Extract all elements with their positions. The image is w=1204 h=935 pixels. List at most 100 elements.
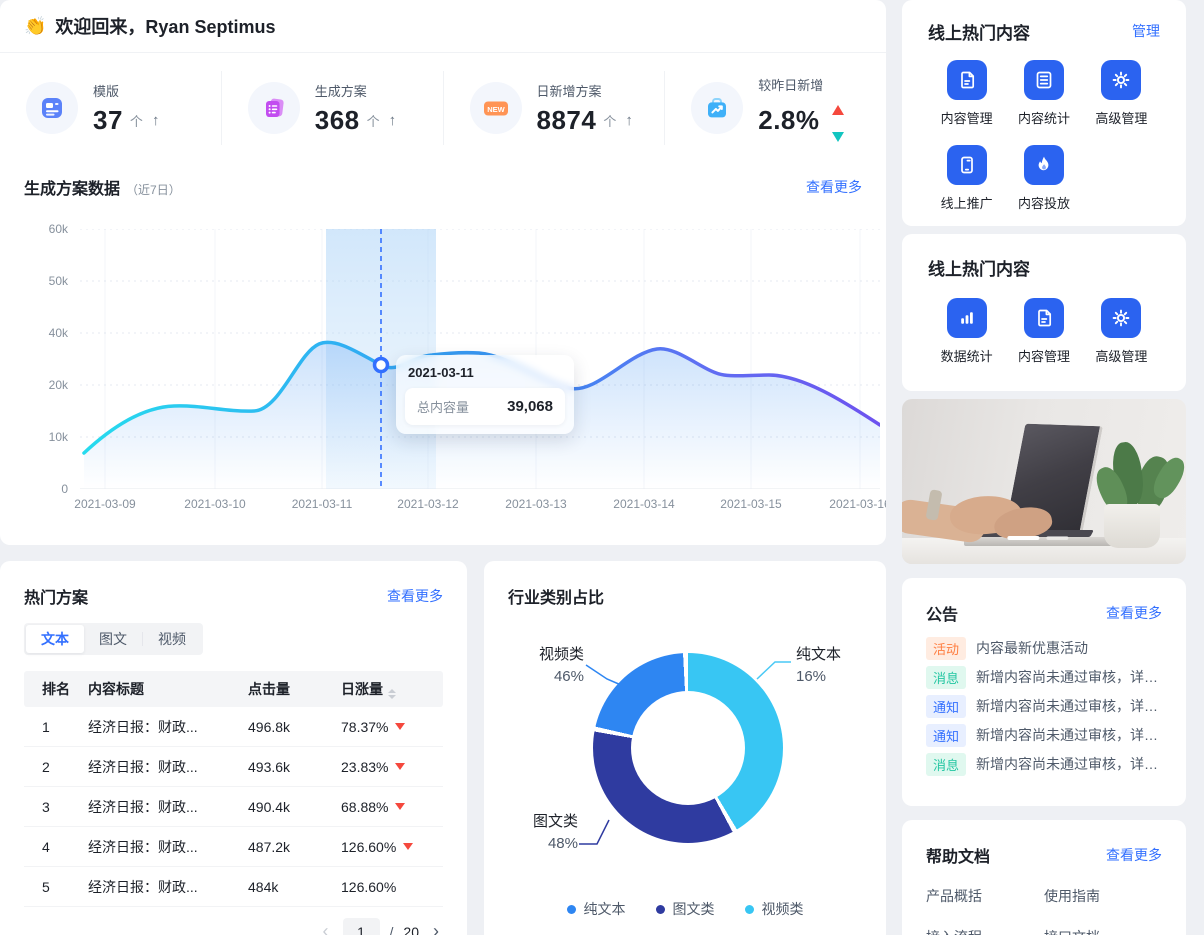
- file-text-icon: [1023, 298, 1064, 338]
- table-row[interactable]: 5 经济日报：财政... 484k 126.60%: [24, 867, 443, 907]
- hot-plans-see-more-link[interactable]: 查看更多: [387, 588, 443, 604]
- carousel-dot-active[interactable]: [1007, 536, 1040, 540]
- table-row[interactable]: 1 经济日报：财政... 496.8k 78.37%: [24, 707, 443, 747]
- x-tick: 2021-03-12: [397, 497, 459, 511]
- quicklink-online-promo[interactable]: 线上推广: [941, 145, 993, 212]
- quicklink-data-stats[interactable]: 数据统计: [941, 298, 993, 365]
- hot-plans-card: 热门方案 查看更多 文本 图文 视频 排名 内容标题 点击量 日涨量: [0, 561, 467, 935]
- col-title: 内容标题: [88, 681, 144, 697]
- stat-value: 2.8%: [758, 104, 820, 135]
- line-chart[interactable]: 60k 50k 40k 20k 10k 0: [24, 222, 886, 529]
- welcome-header: 👏 欢迎回来，Ryan Septimus: [0, 0, 886, 53]
- stat-label: 生成方案: [314, 83, 367, 99]
- gear-icon: [1101, 298, 1142, 338]
- gear-icon: [1101, 60, 1142, 100]
- table-row[interactable]: 4 经济日报：财政... 487.2k 126.60%: [24, 827, 443, 867]
- x-tick: 2021-03-14: [613, 497, 675, 511]
- x-tick: 2021-03-09: [74, 497, 136, 511]
- message-badge: 消息: [926, 752, 967, 776]
- online-hot-content-card-1: 线上热门内容 管理 内容管理 内容统计: [902, 0, 1186, 226]
- data-point-marker: [372, 356, 390, 374]
- up-arrow-icon: ↑: [151, 111, 160, 129]
- table-row[interactable]: 2 经济日报：财政... 493.6k 23.83%: [24, 747, 443, 787]
- quicklink-content-manage[interactable]: 内容管理: [1018, 298, 1070, 365]
- chart-header: 生成方案数据 （近7日） 查看更多: [0, 169, 886, 205]
- x-tick: 2021-03-13: [505, 497, 567, 511]
- total-pages: 20: [403, 923, 419, 935]
- help-link-product-overview[interactable]: 产品概括: [926, 888, 982, 904]
- y-tick: 60k: [48, 222, 68, 236]
- quicklink-advanced-manage[interactable]: 高级管理: [1095, 298, 1147, 365]
- stat-suffix: 个: [366, 113, 380, 129]
- donut-chart[interactable]: 视频类 46% 纯文本 16% 图文类 48%: [508, 611, 862, 897]
- down-triangle-icon: [403, 843, 414, 850]
- legend-dot-icon: [566, 904, 576, 914]
- announcement-item[interactable]: 消息 新增内容尚未通过审核，详情...: [926, 665, 1162, 689]
- help-link-user-guide[interactable]: 使用指南: [1044, 888, 1100, 904]
- tablet-icon: [946, 145, 987, 185]
- promo-photo-carousel[interactable]: [902, 399, 1186, 564]
- chart-tooltip: 2021-03-11 总内容量 39,068: [396, 355, 574, 434]
- quicklink-content-stats[interactable]: 内容统计: [1018, 60, 1070, 127]
- help-link-api-docs[interactable]: 接口文档: [1044, 927, 1162, 935]
- col-change[interactable]: 日涨量: [341, 679, 443, 699]
- tab-video[interactable]: 视频: [158, 631, 186, 647]
- fire-icon: [1023, 145, 1064, 185]
- new-badge-icon: NEW: [469, 82, 522, 134]
- industry-title: 行业类别占比: [508, 590, 605, 607]
- sidebar: 线上热门内容 管理 内容管理 内容统计: [902, 0, 1186, 935]
- message-badge: 消息: [926, 665, 967, 689]
- carousel-dot[interactable]: [1046, 536, 1069, 540]
- legend-item-text[interactable]: 纯文本: [566, 899, 626, 919]
- col-rank: 排名: [42, 681, 70, 697]
- announcement-item[interactable]: 活动 内容最新优惠活动: [926, 636, 1162, 660]
- table-header: 排名 内容标题 点击量 日涨量: [24, 671, 443, 707]
- quicklink-content-manage[interactable]: 内容管理: [941, 60, 993, 127]
- next-page-button[interactable]: ›: [433, 921, 439, 935]
- y-tick: 40k: [48, 326, 68, 340]
- quicklink-content-delivery[interactable]: 内容投放: [1018, 145, 1070, 212]
- announcement-item[interactable]: 通知 新增内容尚未通过审核，详情...: [926, 723, 1162, 747]
- stats-row: 模版 37 个 ↑ 生成方案 368: [0, 53, 886, 163]
- legend-dot-icon: [744, 904, 754, 914]
- announcement-item[interactable]: 消息 新增内容尚未通过审核，详情...: [926, 752, 1162, 776]
- announcements-see-more-link[interactable]: 查看更多: [1106, 605, 1162, 621]
- activity-badge: 活动: [926, 636, 967, 660]
- announcements-title: 公告: [926, 607, 959, 624]
- table-row[interactable]: 3 经济日报：财政... 490.4k 68.88%: [24, 787, 443, 827]
- help-docs-card: 帮助文档 查看更多 产品概括 使用指南 接入流程 接口文档: [902, 820, 1186, 935]
- prev-page-button[interactable]: ‹: [322, 921, 329, 935]
- legend-dot-icon: [655, 904, 665, 914]
- up-arrow-icon: ↑: [625, 111, 633, 129]
- content-type-tabs: 文本 图文 视频: [24, 623, 203, 655]
- overview-card: 👏 欢迎回来，Ryan Septimus 模版 37 个 ↑: [0, 0, 886, 545]
- announcement-item[interactable]: 通知 新增内容尚未通过审核，详情...: [926, 694, 1162, 718]
- online-hot-content-card-2: 线上热门内容 数据统计 内容管理: [902, 234, 1186, 391]
- tab-pic[interactable]: 图文: [99, 631, 127, 647]
- chart-plot-area[interactable]: 2021-03-11 总内容量 39,068: [80, 228, 882, 490]
- tooltip-date: 2021-03-11: [408, 365, 474, 380]
- sort-icon[interactable]: [388, 689, 396, 699]
- quicklink-advanced-manage[interactable]: 高级管理: [1095, 60, 1147, 127]
- stat-label: 日新增方案: [536, 83, 602, 99]
- stat-suffix: 个: [603, 113, 617, 129]
- current-page-button[interactable]: 1: [342, 918, 380, 935]
- svg-text:NEW: NEW: [487, 105, 505, 114]
- x-tick: 2021-03-10: [184, 497, 246, 511]
- stat-label: 模版: [93, 83, 120, 99]
- stat-suffix: 个: [129, 113, 143, 129]
- chart-see-more-link[interactable]: 查看更多: [806, 179, 862, 195]
- legend-item-video[interactable]: 视频类: [744, 899, 804, 919]
- tooltip-value: 39,068: [507, 398, 553, 415]
- manage-link[interactable]: 管理: [1132, 23, 1160, 39]
- donut-label-text: 纯文本 16%: [796, 646, 842, 685]
- quick1-title: 线上热门内容: [928, 23, 1030, 43]
- tooltip-label: 总内容量: [417, 400, 470, 415]
- help-see-more-link[interactable]: 查看更多: [1106, 847, 1162, 863]
- help-link-access-flow[interactable]: 接入流程: [926, 927, 1044, 935]
- x-tick: 2021-03-11: [291, 497, 353, 511]
- legend-item-pic[interactable]: 图文类: [655, 899, 715, 919]
- donut-leader-lines: [579, 661, 791, 845]
- tab-text[interactable]: 文本: [26, 625, 84, 653]
- quick2-title: 线上热门内容: [928, 259, 1030, 279]
